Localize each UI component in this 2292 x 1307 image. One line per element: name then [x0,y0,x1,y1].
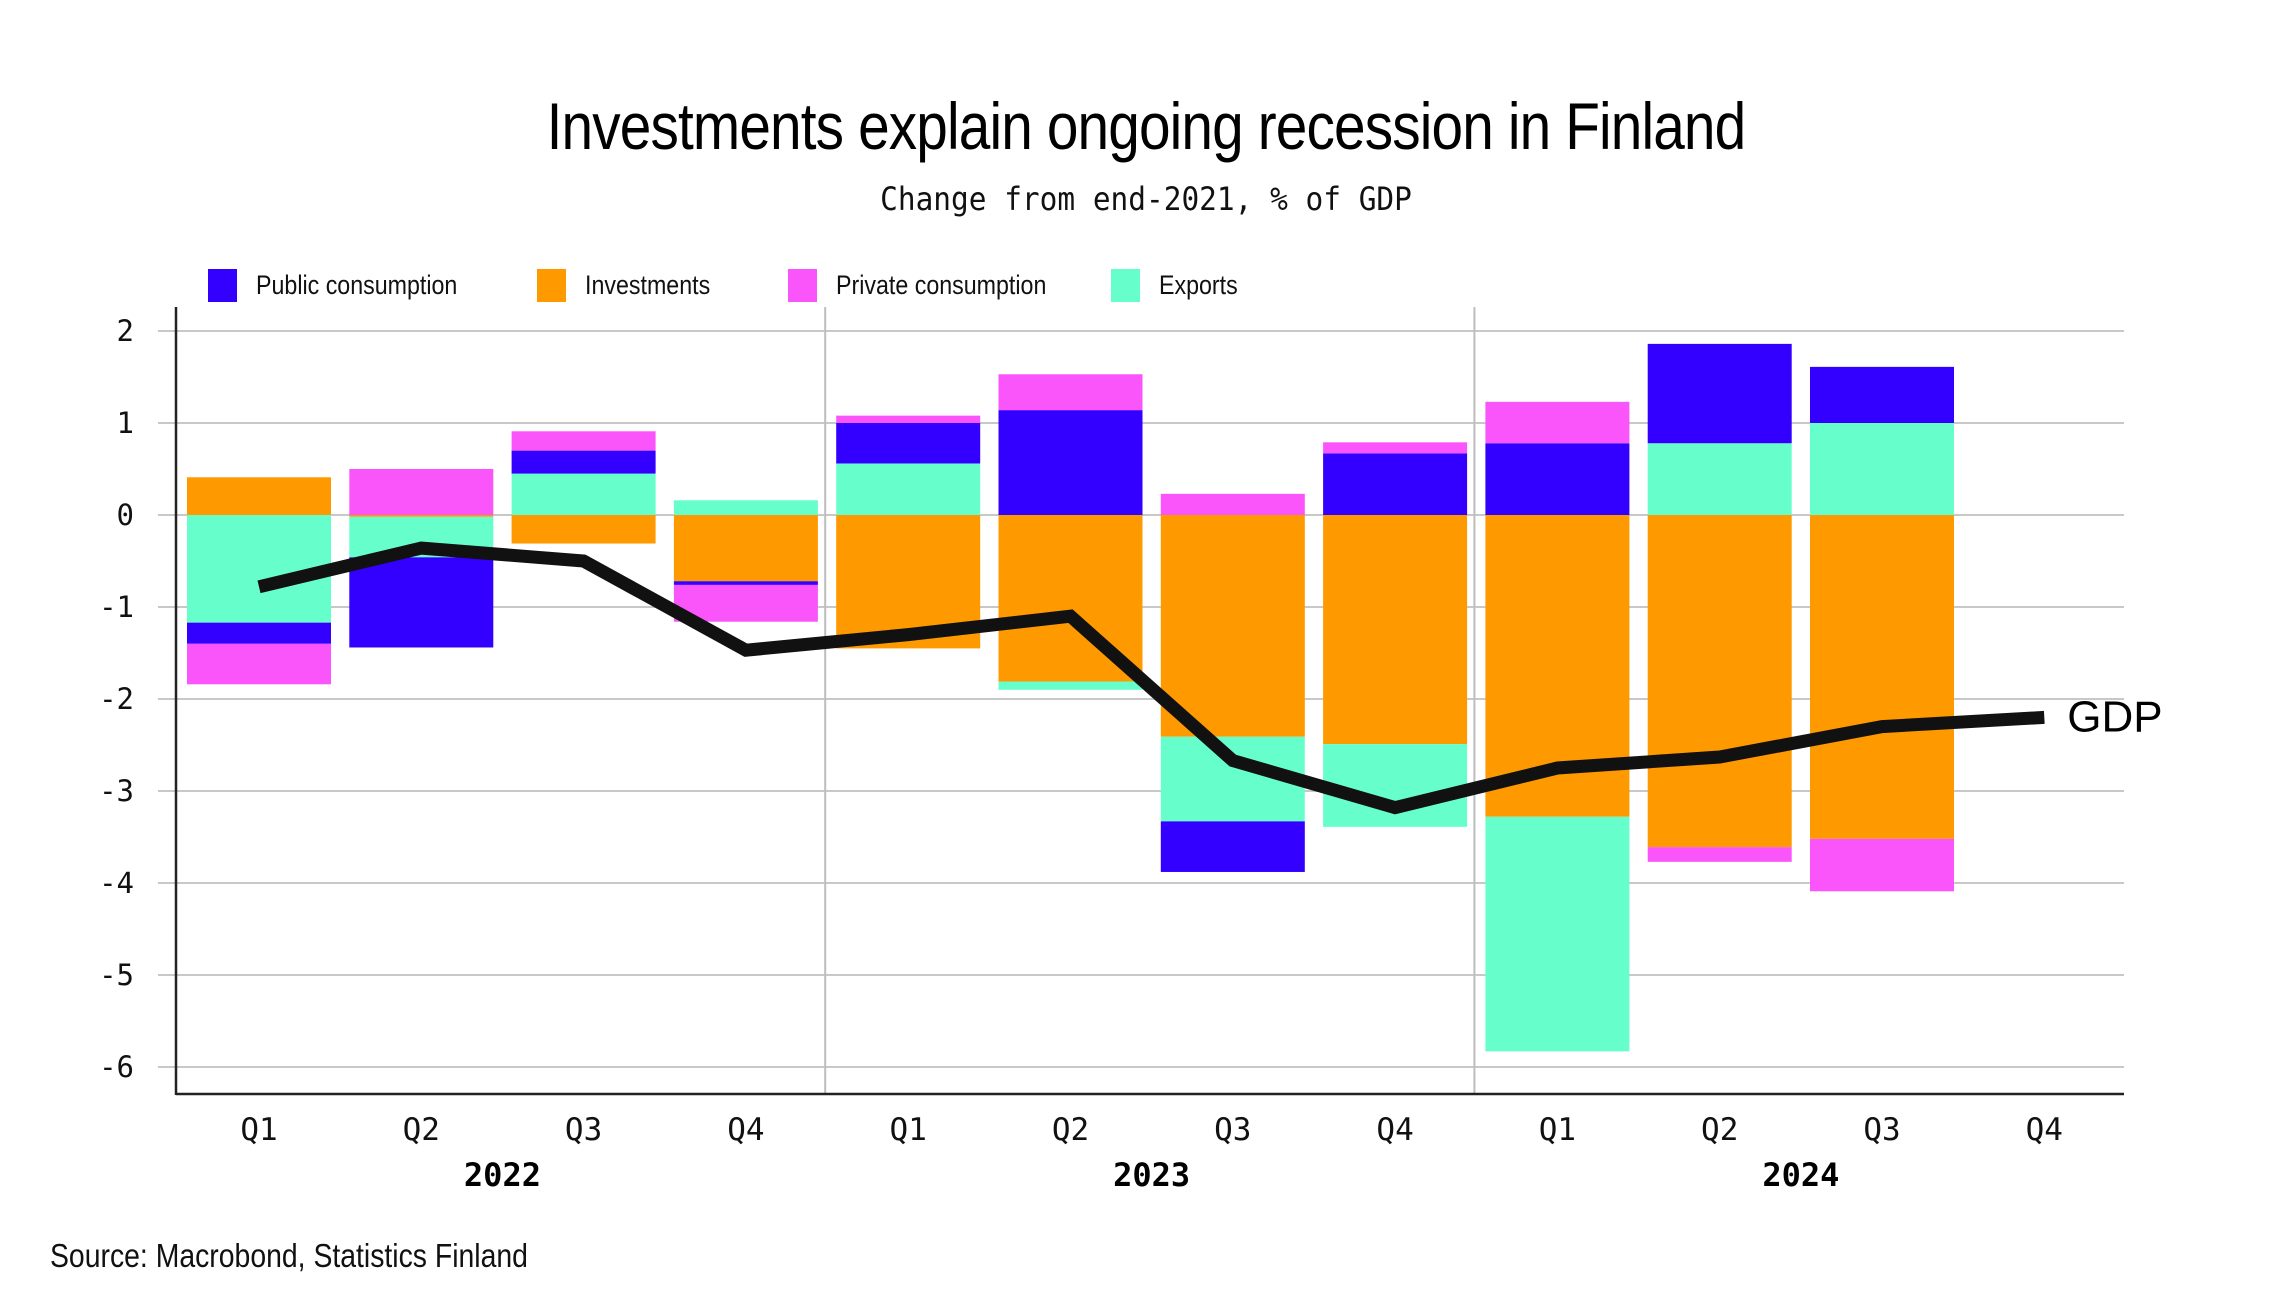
bar-segment-public [511,450,656,474]
gdp-line-label: GDP [2067,692,2162,741]
bar-segment-public [673,581,818,585]
year-label: 2022 [464,1156,541,1194]
legend-item-exports: Exports [1111,268,1251,302]
gdp-line [257,541,2045,815]
legend-label-investments: Investments [585,269,711,300]
chart-subtitle: Change from end-2021, % of GDP [880,180,1412,218]
bar-segment-public [1810,366,1954,423]
bars [187,343,1954,1052]
bar-segment-exports [1647,443,1792,515]
bar-segment-investments [673,515,818,582]
axis-labels: 2 1 0 -1 -2 -3 -4 -5 -6 Q1 Q2 Q3 Q4 Q1 Q2 Q3 Q4 Q1 Q2 Q3 Q4 2… [99,314,2063,1194]
source-note: Source: Macrobond, Statistics Finland [50,1237,528,1274]
year-label: 2024 [1762,1156,1839,1194]
legend-swatch-private [788,268,817,302]
y-tick-label: -2 [99,682,134,716]
gdp-line-group: GDP [257,541,2163,815]
bar-segment-private [1160,493,1305,515]
bar-segment-exports [1810,423,1954,515]
x-tick-label: Q4 [727,1112,764,1148]
y-tick-label: -6 [99,1050,134,1084]
bar-segment-investments [1647,515,1792,848]
legend-label-public: Public consumption [256,269,458,300]
y-tick-label: -4 [99,866,134,900]
bar-segment-exports [998,681,1143,690]
x-tick-label: Q4 [1376,1112,1413,1148]
x-tick-label: Q3 [565,1112,602,1148]
chart-title: Investments explain ongoing recession in… [546,89,1747,163]
bar-segment-private [1485,401,1630,444]
bar-segment-investments [187,477,331,515]
x-tick-label: Q4 [2026,1112,2063,1148]
y-tick-label: 1 [117,406,134,440]
x-tick-label: Q1 [240,1112,277,1148]
bar-segment-private [1810,838,1954,892]
bar-segment-exports [1323,744,1468,827]
x-tick-label: Q2 [403,1112,440,1148]
bar-segment-investments [1160,515,1305,737]
legend-label-exports: Exports [1159,269,1238,300]
y-tick-label: -3 [99,774,134,808]
y-tick-label: -1 [99,590,134,624]
bar-segment-private [187,643,331,685]
legend-item-private: Private consumption [788,268,1081,302]
bar-segment-exports [1485,816,1630,1052]
bar-segment-private [1323,442,1468,454]
y-tick-label: 2 [117,314,134,348]
bar-segment-private [349,469,494,515]
bar-segment-exports [673,500,818,515]
legend-swatch-exports [1111,268,1140,302]
year-label: 2023 [1113,1156,1190,1194]
y-tick-label: -5 [99,958,134,992]
legend-swatch-investments [537,268,566,302]
bar-segment-exports [511,473,656,515]
bar-segment-private [998,374,1143,411]
bar-segment-private [1647,847,1792,862]
x-tick-label: Q2 [1052,1112,1089,1148]
legend-swatch-public [208,268,237,302]
bar-segment-public [1160,821,1305,872]
bar-segment-private [836,415,981,423]
bar-segment-private [511,431,656,451]
bar-segment-public [349,557,494,648]
bar-segment-investments [349,515,494,517]
bar-segment-public [1485,443,1630,515]
axes [174,307,2124,1096]
bar-segment-investments [1323,515,1468,745]
bar-segment-public [998,410,1143,515]
year-dividers [824,307,1476,1094]
x-tick-label: Q3 [1214,1112,1251,1148]
x-tick-label: Q1 [1539,1112,1576,1148]
bar-segment-private [673,584,818,622]
y-tick-label: 0 [117,498,134,532]
legend-item-investments: Investments [537,268,731,302]
bar-segment-investments [1810,515,1954,839]
x-tick-label: Q3 [1863,1112,1900,1148]
bar-segment-public [836,423,981,464]
x-tick-label: Q2 [1701,1112,1738,1148]
legend-item-public: Public consumption [208,268,490,302]
legend-label-private: Private consumption [836,269,1047,300]
bar-segment-investments [511,515,656,544]
x-tick-label: Q1 [890,1112,927,1148]
bar-segment-public [1323,453,1468,515]
bar-segment-public [187,622,331,644]
bar-segment-public [1647,343,1792,444]
bar-segment-exports [836,463,981,515]
